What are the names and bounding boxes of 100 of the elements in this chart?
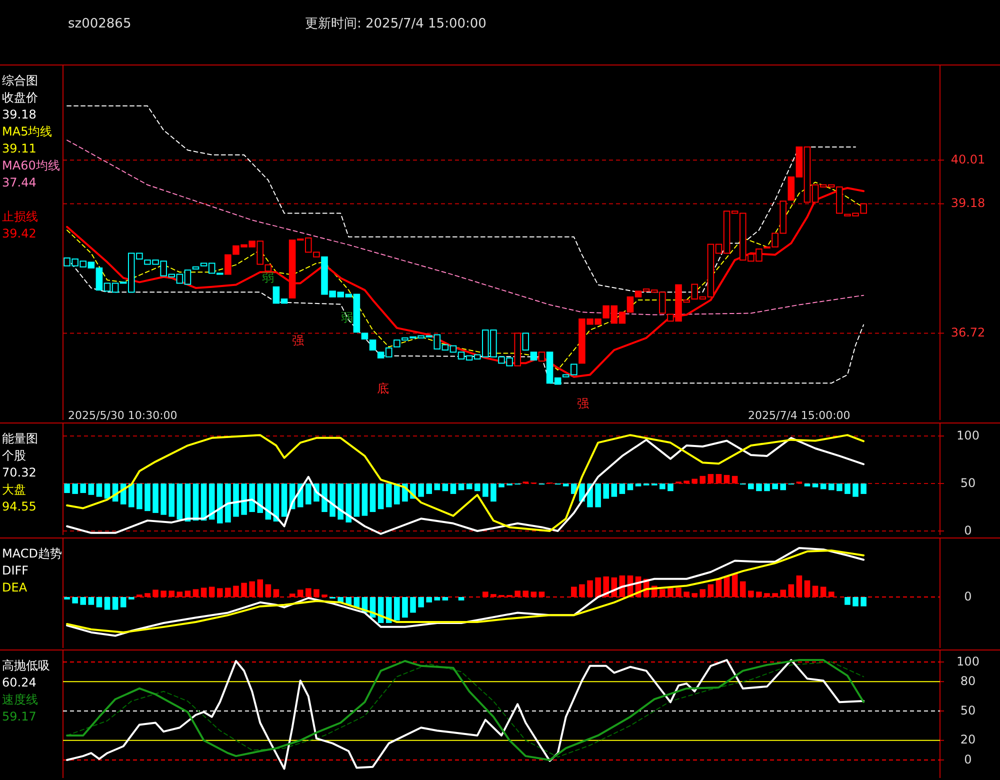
bar <box>804 484 810 486</box>
annotation: 强 <box>292 333 304 348</box>
bar <box>852 484 858 497</box>
bar <box>836 484 842 492</box>
bar <box>426 597 432 602</box>
bar <box>603 484 609 499</box>
y-tick-label: 20 <box>960 732 976 747</box>
bar <box>104 484 110 499</box>
annotation: 弱 <box>262 270 274 284</box>
bar <box>562 484 569 486</box>
text: 综合图 <box>2 73 38 88</box>
bar <box>732 476 738 484</box>
text: 高抛低吸 <box>2 658 50 672</box>
bar <box>860 484 866 494</box>
bar <box>627 484 634 490</box>
text: 速度线 <box>2 692 38 706</box>
bar <box>96 597 102 608</box>
bar <box>410 597 416 613</box>
text: sz002865 <box>68 16 132 32</box>
bar <box>386 484 392 508</box>
annotation: 底 <box>377 381 389 396</box>
text: 70.32 <box>2 465 36 480</box>
bar <box>812 484 818 488</box>
text: 39.18 <box>2 107 36 122</box>
text: 60.24 <box>2 675 36 690</box>
bar <box>184 484 191 522</box>
bar <box>136 484 142 510</box>
bar <box>322 484 328 512</box>
bar <box>668 484 674 492</box>
bar <box>168 484 175 517</box>
y-tick-label: 39.18 <box>950 196 986 210</box>
annotation: 2025/7/4 15:00:00 <box>748 409 850 422</box>
bar <box>394 484 400 504</box>
y-tick-label: 100 <box>956 654 980 668</box>
text: 39.42 <box>2 226 36 240</box>
bar <box>764 484 770 492</box>
chart-title: MACD趋势 <box>2 546 62 560</box>
annotation: 强 <box>577 396 589 410</box>
bar <box>176 484 183 520</box>
bar <box>80 484 86 494</box>
text: 37.44 <box>2 175 36 190</box>
series-label: MA60均线 <box>2 158 60 172</box>
bar <box>128 484 134 508</box>
bar <box>72 597 78 604</box>
bar <box>241 484 247 515</box>
bar <box>338 484 344 520</box>
bar <box>88 484 94 495</box>
bar <box>482 484 488 497</box>
bar <box>474 484 480 492</box>
annotation: 弱 <box>341 310 353 324</box>
bar <box>330 484 336 517</box>
bar <box>386 597 392 624</box>
bar <box>442 484 448 492</box>
bar <box>418 484 424 497</box>
bar <box>716 474 722 484</box>
bar <box>820 484 826 490</box>
text: 止损线 <box>2 209 38 224</box>
bar <box>354 484 360 517</box>
bar <box>192 484 199 521</box>
bar <box>611 484 618 497</box>
text: 94.55 <box>2 499 36 514</box>
annotation: 2025/5/30 10:30:00 <box>68 409 178 422</box>
bar <box>152 484 158 513</box>
bar <box>72 484 78 494</box>
bar <box>225 484 231 522</box>
y-tick-label: 0 <box>964 752 972 766</box>
bar <box>378 484 384 510</box>
bar <box>80 597 86 605</box>
bar <box>844 484 850 494</box>
bar <box>860 597 866 606</box>
text: 59.17 <box>2 709 36 724</box>
bar <box>112 597 118 610</box>
bar <box>418 597 424 608</box>
y-tick-label: 50 <box>960 703 976 718</box>
bar <box>144 484 150 512</box>
bar <box>346 484 352 522</box>
y-tick-label: 0 <box>964 523 972 538</box>
text: DEA <box>2 580 28 594</box>
bar <box>828 484 834 490</box>
bar <box>490 484 496 502</box>
bar <box>233 484 239 517</box>
bar <box>442 597 448 600</box>
bar <box>692 478 698 484</box>
bar <box>394 597 400 621</box>
y-tick-label: 36.72 <box>950 325 986 340</box>
text: 收盘价 <box>2 90 38 104</box>
bar <box>852 597 858 606</box>
bar <box>160 484 166 515</box>
bar <box>370 484 376 512</box>
y-tick-label: 100 <box>956 428 980 442</box>
bar <box>104 597 110 610</box>
bar <box>724 474 730 484</box>
bar <box>635 484 642 486</box>
bar <box>96 484 102 497</box>
bar <box>466 484 472 490</box>
bar <box>88 597 94 605</box>
bar <box>281 484 288 517</box>
bar <box>120 597 126 608</box>
text: 个股 <box>2 448 26 462</box>
text: 能量图 <box>2 431 38 446</box>
